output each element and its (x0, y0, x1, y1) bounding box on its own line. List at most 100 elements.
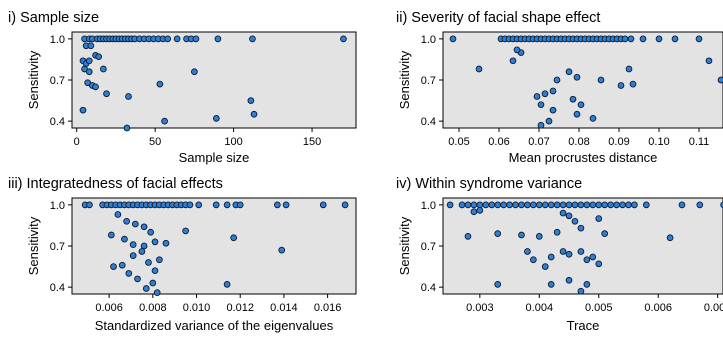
data-point (559, 209, 567, 217)
data-point (475, 65, 483, 73)
data-point (565, 68, 573, 76)
data-point (140, 223, 148, 231)
data-point (639, 35, 647, 43)
data-point (151, 267, 159, 275)
data-point (565, 201, 573, 209)
data-point (601, 201, 609, 209)
x-axis-label: Standardized variance of the eigenvalues (95, 318, 334, 333)
x-tick-label: 0.006 (95, 302, 123, 314)
data-point (553, 201, 561, 209)
data-point (678, 201, 686, 209)
data-point (577, 101, 585, 109)
x-tick-label: 0.004 (526, 302, 554, 314)
data-point (537, 121, 545, 129)
data-point (524, 201, 531, 209)
data-point (86, 201, 93, 209)
data-point (518, 201, 525, 209)
data-point (547, 253, 555, 261)
data-point (236, 201, 244, 209)
data-point (125, 270, 133, 277)
x-tick-label: 100 (224, 136, 242, 148)
data-point (230, 234, 238, 242)
data-point (464, 233, 472, 240)
data-point (147, 228, 154, 236)
panel-1: i) Sample size 0 50 100 150 0.4 0.7 1.0 Sample s… (8, 10, 357, 165)
x-tick-label: 0.007 (704, 302, 723, 314)
data-point (182, 227, 189, 235)
data-point (695, 35, 703, 43)
data-point (123, 124, 131, 132)
data-point (573, 73, 581, 81)
panel-2: ii) Severity of facial shape effect 0.05 0… (396, 10, 723, 165)
plot-area (442, 31, 723, 129)
data-point (535, 201, 543, 209)
data-point (212, 201, 220, 209)
x-tick-label: 0.07 (528, 136, 549, 148)
data-point (541, 263, 549, 270)
data-point (545, 117, 553, 125)
data-point (666, 234, 674, 242)
data-point (577, 287, 585, 295)
x-axis-label: Trace (567, 318, 600, 333)
data-point (512, 201, 519, 209)
data-point (601, 230, 609, 238)
data-point (571, 217, 579, 225)
x-tick-label: 0.10 (648, 136, 669, 148)
data-point (161, 117, 168, 125)
y-tick-label: 0.4 (50, 116, 65, 128)
data-point (533, 93, 541, 100)
data-point (717, 76, 723, 84)
data-point (494, 201, 502, 209)
data-point (500, 201, 507, 209)
y-tick-label: 0.7 (50, 75, 65, 87)
data-point (509, 57, 517, 65)
y-tick-label: 1.0 (50, 34, 65, 46)
data-point (553, 228, 561, 236)
data-point (282, 201, 290, 209)
data-point (583, 201, 591, 209)
data-point (619, 201, 626, 209)
data-point (213, 115, 220, 122)
x-tick-label: 0 (74, 136, 80, 148)
x-tick-label: 0.010 (183, 302, 211, 314)
data-point (247, 97, 255, 104)
data-point (577, 224, 585, 232)
panel-4: iv) Within syndrome variance 0.003 0.004 0.… (396, 176, 723, 333)
data-point (125, 93, 132, 100)
data-point (553, 76, 561, 84)
plot-area (442, 197, 723, 295)
data-point (107, 231, 115, 239)
x-axis-label: Mean procrustes distance (509, 150, 658, 165)
data-point (617, 82, 625, 89)
data-point (162, 239, 170, 247)
x-tick-label: 0.11 (689, 136, 710, 148)
data-point (87, 42, 95, 50)
x-tick-label: 0.003 (466, 302, 494, 314)
data-point (129, 252, 137, 259)
x-tick-label: 0.05 (448, 136, 469, 148)
data-point (530, 201, 537, 209)
x-tick-label: 0.012 (226, 302, 254, 314)
plot-area (71, 31, 357, 129)
plot-area (71, 197, 357, 295)
data-point (340, 35, 347, 43)
panel-title: iv) Within syndrome variance (396, 176, 582, 192)
data-point (223, 201, 231, 209)
data-point (607, 201, 614, 209)
data-point (129, 241, 137, 248)
data-point (192, 35, 200, 43)
data-point (655, 35, 663, 43)
data-point (642, 201, 650, 209)
data-point (85, 57, 93, 65)
x-tick-label: 0.014 (270, 302, 298, 314)
data-point (595, 201, 603, 209)
y-tick-label: 1.0 (50, 200, 65, 212)
data-point (537, 101, 545, 109)
data-point (103, 90, 110, 98)
data-point (535, 233, 543, 240)
x-tick-label: 0.008 (139, 302, 167, 314)
data-point (223, 281, 231, 288)
data-point (195, 201, 203, 209)
data-point (214, 35, 222, 43)
